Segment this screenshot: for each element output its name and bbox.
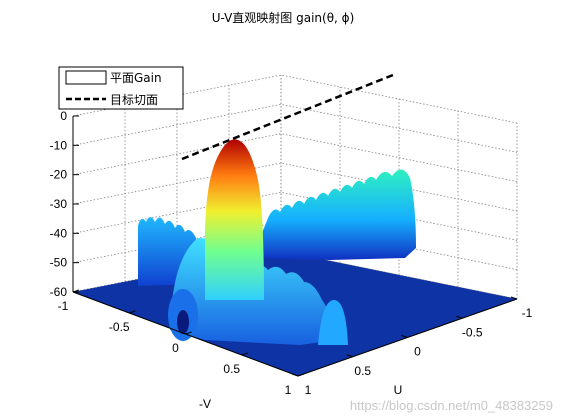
front-lobe-inner — [177, 310, 189, 334]
legend-swatch-surface — [65, 70, 107, 85]
u-tick-mark — [401, 335, 408, 338]
x-axis-label: U — [394, 383, 403, 397]
v-tick-label: -0.5 — [109, 320, 130, 334]
v-tick-mark — [129, 310, 136, 314]
v-tick-label: 0 — [172, 341, 179, 355]
u-axis-ticks: 1 0.5 0 -0.5 -1 — [291, 296, 533, 397]
u-tick-mark — [510, 296, 518, 300]
ridge-along-u — [260, 169, 416, 260]
u-tick-label: 0.5 — [354, 364, 371, 378]
v-tick-mark — [241, 352, 248, 356]
y-axis-label: -V — [199, 397, 211, 411]
legend-label-line: 目标切面 — [110, 93, 158, 107]
z-tick-label: -20 — [50, 168, 68, 182]
z-tick-label: -10 — [50, 138, 68, 152]
z-tick-label: -30 — [50, 197, 68, 211]
surface-plot — [73, 139, 517, 376]
main-lobe — [205, 139, 264, 300]
u-tick-label: 1 — [305, 383, 312, 397]
z-tick-label: -40 — [50, 226, 68, 240]
z-axis-ticks: 0 -10 -20 -30 -40 -50 -60 — [50, 109, 79, 299]
legend: 平面Gain 目标切面 — [58, 66, 184, 110]
v-tick-mark — [72, 289, 80, 293]
u-tick-label: 0 — [414, 345, 421, 359]
target-cut-line — [181, 73, 394, 161]
v-axis-ticks: -1 -0.5 0 0.5 1 — [58, 289, 305, 397]
z-tick-label: 0 — [60, 109, 67, 123]
z-tick-label: -50 — [50, 256, 68, 270]
u-tick-label: -1 — [522, 306, 533, 320]
z-tick-label: -60 — [50, 285, 68, 299]
front-lobe-right — [318, 300, 348, 345]
v-tick-mark — [185, 331, 192, 335]
v-tick-label: -1 — [58, 299, 69, 313]
v-tick-label: 1 — [285, 383, 292, 397]
u-tick-mark — [346, 354, 353, 358]
u-tick-label: -0.5 — [462, 325, 483, 339]
u-tick-mark — [456, 315, 463, 319]
v-tick-label: 0.5 — [223, 362, 240, 376]
chart-title: U-V直观映射图 gain(θ, ϕ) — [212, 10, 355, 25]
watermark: https://blog.csdn.net/m0_48383259 — [350, 398, 553, 413]
legend-label-surface: 平面Gain — [110, 71, 162, 85]
u-tick-mark — [291, 373, 299, 377]
